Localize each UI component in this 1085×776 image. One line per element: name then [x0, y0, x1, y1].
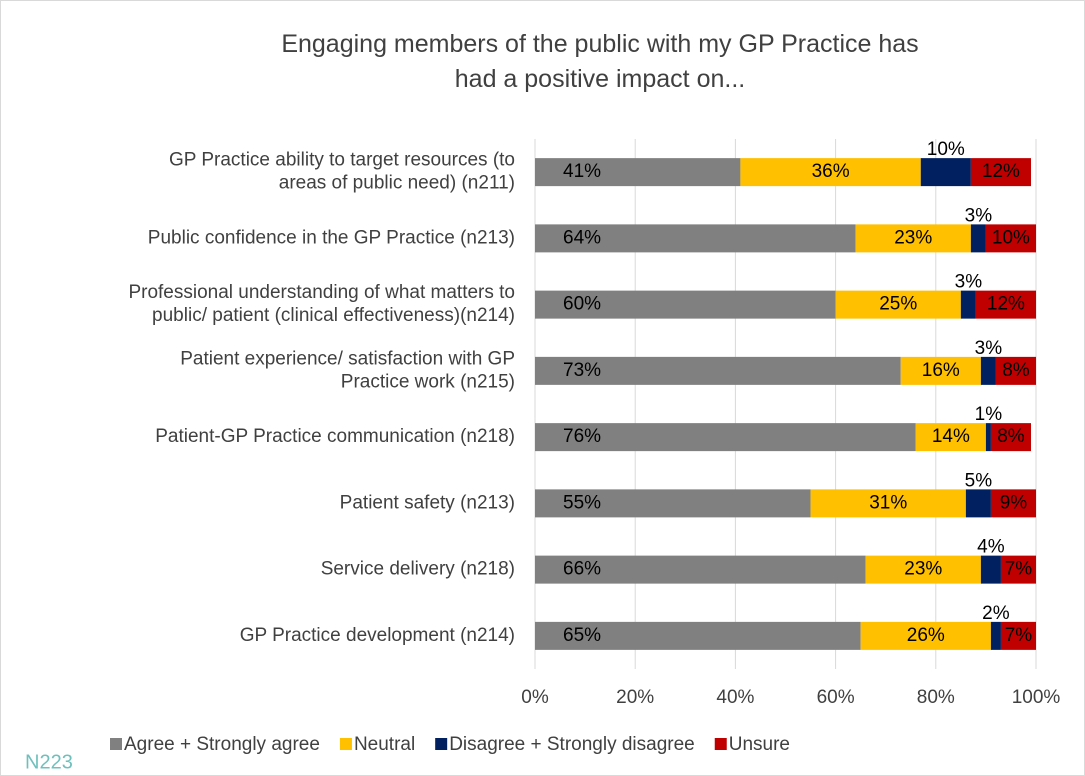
x-tick-label: 100% [1012, 687, 1061, 708]
data-label: 2% [982, 603, 1010, 624]
data-label: 7% [1005, 625, 1033, 646]
data-label: 65% [563, 625, 601, 646]
bar-segment [535, 158, 741, 187]
legend-label: Neutral [354, 734, 415, 755]
data-label: 31% [869, 492, 907, 513]
data-label: 1% [975, 404, 1003, 425]
bar-segment [975, 290, 1036, 319]
legend-swatch [714, 738, 727, 750]
bar-segment [535, 621, 861, 650]
data-label: 23% [894, 227, 932, 248]
y-tick-label: GP Practice development (n214) [240, 625, 515, 646]
chart-title: Engaging members of the public with my G… [281, 30, 918, 93]
data-label: 16% [922, 360, 960, 381]
bar-segment [980, 356, 996, 385]
bar-segment [535, 489, 811, 518]
legend-label: Agree + Strongly agree [124, 734, 320, 755]
legend-swatch [435, 738, 448, 750]
note: N223 [25, 751, 73, 773]
legend-label: Disagree + Strongly disagree [449, 734, 695, 755]
bar-segment [960, 290, 976, 319]
y-tick-label: Patient-GP Practice communication (n218) [155, 426, 515, 447]
x-tick-label: 20% [616, 687, 654, 708]
bar-segment [1000, 621, 1036, 650]
bar-segment [535, 224, 856, 253]
legend-swatch [110, 738, 122, 750]
bar-segment [855, 224, 971, 253]
y-tick-label: Professional understanding of what matte… [128, 282, 515, 326]
bar-segment [990, 621, 1001, 650]
data-label: 12% [982, 161, 1020, 182]
bar-segment [740, 158, 921, 187]
data-label: 64% [563, 227, 601, 248]
data-label: 36% [812, 161, 850, 182]
bar-segment [965, 489, 991, 518]
data-label: 14% [932, 426, 970, 447]
bar-segment [990, 489, 1036, 518]
bar-segment [995, 356, 1036, 385]
y-tick-label: Public confidence in the GP Practice (n2… [148, 227, 515, 248]
legend-swatch [339, 738, 352, 750]
data-label: 9% [1000, 492, 1028, 513]
bar-segment [985, 423, 991, 452]
bar-segment [985, 224, 1036, 253]
bar-segment [535, 356, 901, 385]
data-label: 55% [563, 492, 601, 513]
y-tick-label: GP Practice ability to target resources … [169, 150, 515, 194]
data-label: 76% [563, 426, 601, 447]
data-label: 8% [997, 426, 1025, 447]
bar-segment [980, 555, 1001, 584]
data-label: 5% [965, 470, 993, 491]
data-label: 3% [975, 338, 1003, 359]
bar-segment [865, 555, 981, 584]
data-label: 26% [907, 625, 945, 646]
bar-segment [860, 621, 991, 650]
legend-label: Unsure [729, 734, 790, 755]
data-label: 23% [904, 559, 942, 580]
data-label: 10% [927, 139, 965, 160]
bar-segment [535, 555, 866, 584]
bar-segment [535, 423, 916, 452]
data-label: 41% [563, 161, 601, 182]
data-label: 3% [955, 272, 983, 293]
y-tick-label: Service delivery (n218) [321, 559, 515, 580]
bar-segment [810, 489, 966, 518]
data-label: 60% [563, 294, 601, 315]
data-label: 3% [965, 205, 993, 226]
x-tick-label: 40% [716, 687, 754, 708]
bar-segment [835, 290, 961, 319]
data-label: 12% [987, 294, 1025, 315]
data-label: 4% [977, 537, 1005, 558]
data-label: 25% [879, 294, 917, 315]
bar-segment [920, 158, 971, 187]
bar-segment [1000, 555, 1036, 584]
data-label: 66% [563, 559, 601, 580]
bar-segment [900, 356, 981, 385]
data-label: 7% [1005, 559, 1033, 580]
y-tick-label: Patient experience/ satisfaction with GP… [180, 348, 515, 392]
bar-segment [535, 290, 836, 319]
data-label: 10% [992, 227, 1030, 248]
data-label: 73% [563, 360, 601, 381]
bar-segment [915, 423, 986, 452]
data-label: 8% [1002, 360, 1030, 381]
x-tick-label: 0% [521, 687, 549, 708]
bar-segment [970, 224, 986, 253]
bar-segment [970, 158, 1031, 187]
bar-segment [990, 423, 1031, 452]
x-tick-label: 80% [917, 687, 955, 708]
y-tick-label: Patient safety (n213) [340, 492, 515, 513]
x-tick-label: 60% [817, 687, 855, 708]
